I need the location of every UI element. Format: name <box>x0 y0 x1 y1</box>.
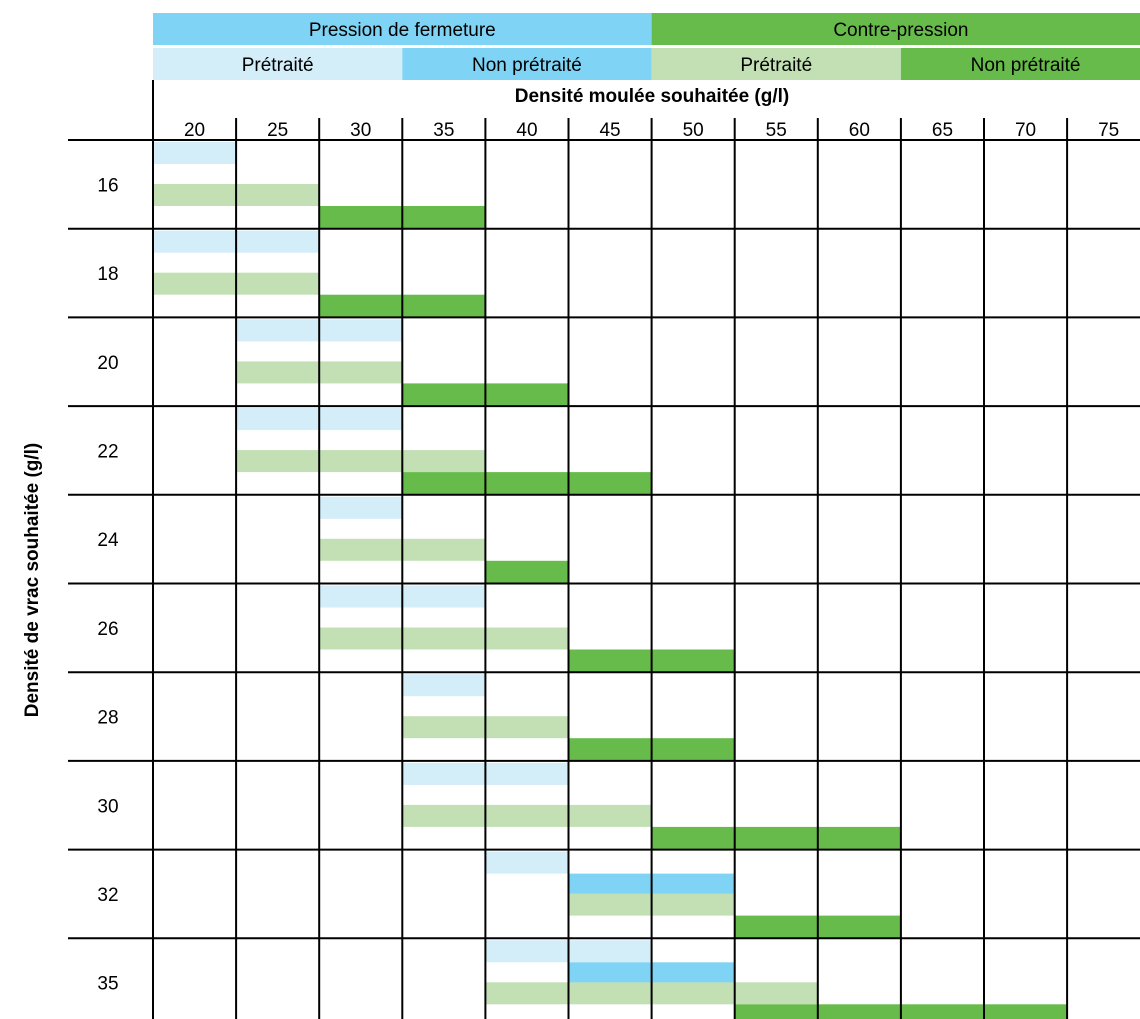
y-tick-labels: 16 18 20 22 24 26 28 30 32 35 <box>97 175 119 994</box>
y-tick-label: 24 <box>97 530 119 551</box>
range-bar-closing-pretreated <box>319 496 403 519</box>
header-subgroup-cell <box>402 48 652 80</box>
range-bar-counter-untreated <box>485 560 569 583</box>
header-subgroup-label: Prétraité <box>740 55 812 76</box>
header-subgroup-cell <box>651 48 901 80</box>
x-tick-label: 60 <box>849 120 870 141</box>
labels: Densité moulée souhaitée (g/l) Densité d… <box>22 86 789 717</box>
header-group-cell <box>651 13 1140 45</box>
x-tick-label: 75 <box>1098 120 1119 141</box>
x-tick-label: 70 <box>1015 120 1036 141</box>
y-tick-label: 20 <box>97 353 118 374</box>
y-axis-title: Densité de vrac souhaitée (g/l) <box>22 443 43 718</box>
x-tick-label: 65 <box>932 120 953 141</box>
header-group-label: Contre-pression <box>833 20 968 41</box>
header-subgroup-cell <box>900 48 1140 80</box>
header-subgroup-cell <box>153 48 403 80</box>
range-bar-closing-pretreated <box>153 142 237 164</box>
range-bar-counter-pretreated <box>236 450 486 473</box>
header-group-cell <box>153 13 652 45</box>
grid-lines <box>68 80 1140 1019</box>
x-tick-label: 45 <box>599 120 620 141</box>
header-subgroup-label: Prétraité <box>242 55 314 76</box>
range-bar-counter-pretreated <box>319 627 569 650</box>
y-tick-label: 35 <box>97 974 118 995</box>
y-tick-label: 26 <box>97 619 118 640</box>
header-subgroup-label: Non prétraité <box>472 55 582 76</box>
x-axis-title: Densité moulée souhaitée (g/l) <box>515 86 790 107</box>
x-tick-label: 30 <box>350 120 371 141</box>
range-bar-counter-untreated <box>402 472 652 495</box>
y-tick-label: 18 <box>97 264 118 285</box>
y-tick-label: 30 <box>97 796 118 817</box>
x-tick-labels: 20 25 30 35 40 45 50 55 60 65 70 75 <box>184 120 1119 141</box>
y-tick-label: 16 <box>97 175 118 196</box>
x-tick-label: 25 <box>267 120 288 141</box>
x-tick-label: 50 <box>683 120 704 141</box>
x-tick-label: 40 <box>516 120 537 141</box>
y-tick-label: 22 <box>97 441 118 462</box>
range-bar-closing-pretreated <box>485 851 569 874</box>
header-group-label: Pression de fermeture <box>309 20 496 41</box>
y-tick-label: 28 <box>97 708 118 729</box>
x-tick-label: 55 <box>766 120 787 141</box>
header-groups: Pression de fermeture Contre-pression <box>153 13 1140 45</box>
range-bar-closing-pretreated <box>402 674 486 697</box>
header-subgroup-label: Non prétraité <box>971 55 1081 76</box>
range-bar-counter-pretreated <box>402 804 652 827</box>
range-bars <box>153 142 1068 1019</box>
range-bar-counter-untreated <box>651 826 901 849</box>
header-subgroups: Prétraité Non prétraité Prétraité Non prétr… <box>153 48 1140 80</box>
x-tick-label: 35 <box>433 120 454 141</box>
x-tick-label: 20 <box>184 120 205 141</box>
y-tick-label: 32 <box>97 885 118 906</box>
